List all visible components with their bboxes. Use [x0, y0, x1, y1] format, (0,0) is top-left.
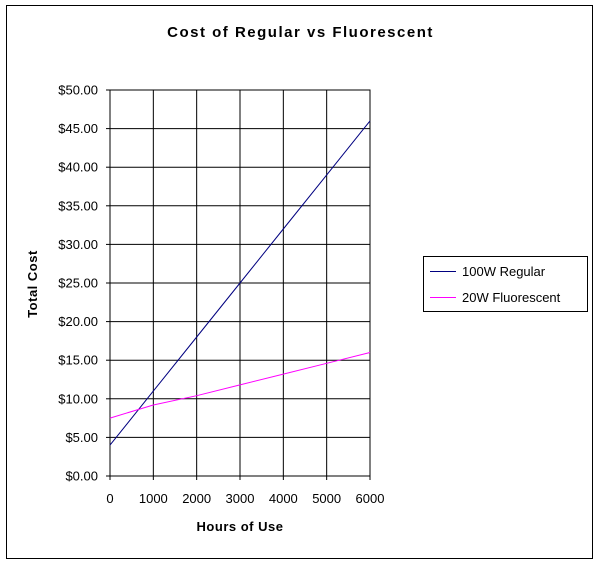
- legend-label-fluorescent: 20W Fluorescent: [462, 289, 561, 305]
- y-tick-label: $50.00: [58, 83, 98, 98]
- legend-item-fluorescent: 20W Fluorescent: [430, 289, 560, 305]
- y-tick-label: $20.00: [58, 314, 98, 329]
- y-tick-label: $40.00: [58, 160, 98, 175]
- x-tick-label: 6000: [356, 491, 385, 506]
- x-tick-label: 4000: [269, 491, 298, 506]
- x-axis-label: Hours of Use: [196, 519, 284, 534]
- x-tick-label: 5000: [312, 491, 341, 506]
- x-tick-label: 0: [106, 491, 113, 506]
- y-tick-label: $0.00: [65, 469, 98, 484]
- series-line-regular: [109, 120, 371, 446]
- legend-item-regular: 100W Regular: [430, 263, 545, 279]
- chart-title: Cost of Regular vs Fluorescent: [167, 24, 434, 41]
- y-axis-label: Total Cost: [25, 250, 40, 318]
- y-tick-label: $30.00: [58, 237, 98, 252]
- y-tick-label: $25.00: [58, 276, 98, 291]
- y-tick-label: $5.00: [65, 430, 98, 445]
- x-tick-label: 2000: [182, 491, 211, 506]
- y-tick-label: $45.00: [58, 121, 98, 136]
- legend-label-regular: 100W Regular: [462, 263, 546, 279]
- x-tick-label: 1000: [139, 491, 168, 506]
- y-tick-label: $15.00: [58, 353, 98, 368]
- legend: 100W Regular 20W Fluorescent: [423, 256, 588, 312]
- series-line-fluorescent: [109, 352, 371, 419]
- y-tick-label: $35.00: [58, 198, 98, 213]
- legend-swatch-regular: [430, 270, 456, 272]
- y-tick-label: $10.00: [58, 391, 98, 406]
- x-tick-label: 3000: [226, 491, 255, 506]
- legend-swatch-fluorescent: [430, 296, 456, 298]
